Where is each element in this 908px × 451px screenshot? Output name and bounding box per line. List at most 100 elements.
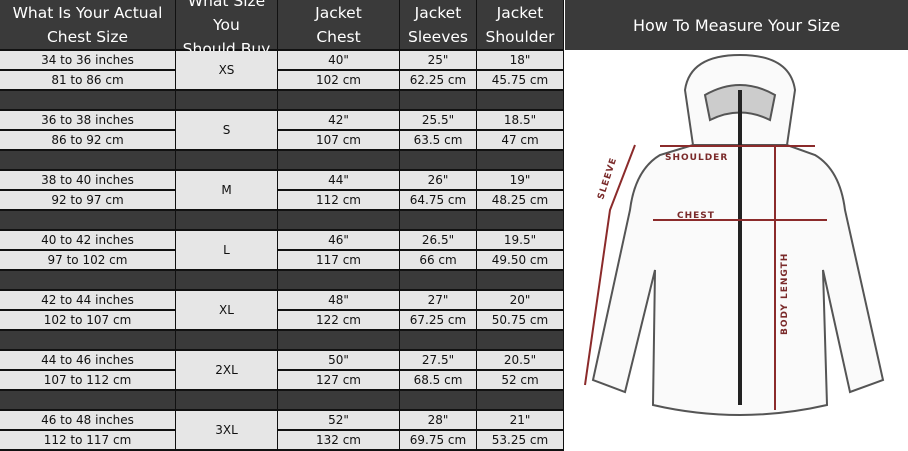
sleeves-in-cell: 26.5" (400, 231, 476, 249)
column-header: Jacket Sleeves (400, 0, 476, 49)
shoulder-cm-cell: 50.75 cm (477, 311, 563, 329)
body-length-label: BODY LENGTH (780, 253, 790, 335)
shoulder-label: SHOULDER (665, 153, 728, 163)
separator-row (0, 151, 175, 169)
shoulder-in-cell: 20.5" (477, 351, 563, 369)
jacket-chest-cm-cell: 102 cm (278, 71, 399, 89)
jacket-chest-cm-cell: 117 cm (278, 251, 399, 269)
separator-row (176, 331, 277, 349)
chest-inches-cell: 42 to 44 inches (0, 291, 175, 309)
sleeves-cm-cell: 62.25 cm (400, 71, 476, 89)
chest-inches-cell: 38 to 40 inches (0, 171, 175, 189)
jacket-chest-in-cell: 48" (278, 291, 399, 309)
jacket-chest-cm-cell: 112 cm (278, 191, 399, 209)
shoulder-cm-cell: 47 cm (477, 131, 563, 149)
measure-lines (584, 144, 827, 410)
jacket-chest-in-cell: 40" (278, 51, 399, 69)
measure-guide-panel: How To Measure Your Size SHOULDER CHEST … (565, 0, 908, 451)
separator-row (477, 391, 563, 409)
size-cell: XL (176, 291, 277, 329)
jacket-chest-in-cell: 44" (278, 171, 399, 189)
chest-inches-cell: 36 to 38 inches (0, 111, 175, 129)
size-cell: M (176, 171, 277, 209)
separator-row (176, 211, 277, 229)
jacket-chest-in-cell: 42" (278, 111, 399, 129)
separator-row (176, 151, 277, 169)
separator-row (278, 151, 399, 169)
sleeves-in-cell: 25" (400, 51, 476, 69)
separator-row (400, 331, 476, 349)
sleeves-cm-cell: 63.5 cm (400, 131, 476, 149)
shoulder-cm-cell: 48.25 cm (477, 191, 563, 209)
separator-row (278, 331, 399, 349)
jacket-illustration: SHOULDER CHEST SLEEVE BODY LENGTH (584, 53, 885, 416)
column-header: What Is Your Actual Chest Size (0, 0, 175, 49)
jacket-chest-in-cell: 46" (278, 231, 399, 249)
shoulder-in-cell: 19.5" (477, 231, 563, 249)
jacket-chest-in-cell: 50" (278, 351, 399, 369)
column-header: Jacket Shoulder (477, 0, 563, 49)
chest-cm-cell: 107 to 112 cm (0, 371, 175, 389)
size-cell: S (176, 111, 277, 149)
separator-row (477, 151, 563, 169)
chest-inches-cell: 40 to 42 inches (0, 231, 175, 249)
separator-row (0, 331, 175, 349)
separator-row (477, 91, 563, 109)
size-cell: 2XL (176, 351, 277, 389)
shoulder-in-cell: 21" (477, 411, 563, 429)
shoulder-in-cell: 20" (477, 291, 563, 309)
chest-cm-cell: 86 to 92 cm (0, 131, 175, 149)
sleeves-cm-cell: 68.5 cm (400, 371, 476, 389)
separator-row (400, 211, 476, 229)
jacket-chest-cm-cell: 132 cm (278, 431, 399, 449)
jacket-chest-cm-cell: 122 cm (278, 311, 399, 329)
chest-cm-cell: 81 to 86 cm (0, 71, 175, 89)
chest-inches-cell: 44 to 46 inches (0, 351, 175, 369)
separator-row (400, 271, 476, 289)
separator-row (278, 211, 399, 229)
shoulder-in-cell: 18.5" (477, 111, 563, 129)
jacket-chest-in-cell: 52" (278, 411, 399, 429)
separator-row (477, 211, 563, 229)
separator-row (477, 331, 563, 349)
sleeves-cm-cell: 67.25 cm (400, 311, 476, 329)
separator-row (477, 271, 563, 289)
separator-row (0, 271, 175, 289)
separator-row (278, 271, 399, 289)
separator-row (0, 91, 175, 109)
sleeves-in-cell: 27.5" (400, 351, 476, 369)
chest-cm-cell: 92 to 97 cm (0, 191, 175, 209)
chest-inches-cell: 34 to 36 inches (0, 51, 175, 69)
chest-cm-cell: 112 to 117 cm (0, 431, 175, 449)
shoulder-in-cell: 19" (477, 171, 563, 189)
size-cell: XS (176, 51, 277, 89)
separator-row (0, 211, 175, 229)
size-chart-table: What Is Your Actual Chest Size What Size … (0, 0, 564, 451)
chest-inches-cell: 46 to 48 inches (0, 411, 175, 429)
separator-row (400, 91, 476, 109)
jacket-chest-cm-cell: 127 cm (278, 371, 399, 389)
chest-cm-cell: 97 to 102 cm (0, 251, 175, 269)
shoulder-cm-cell: 53.25 cm (477, 431, 563, 449)
sleeves-in-cell: 28" (400, 411, 476, 429)
sleeves-in-cell: 25.5" (400, 111, 476, 129)
chest-cm-cell: 102 to 107 cm (0, 311, 175, 329)
separator-row (176, 271, 277, 289)
column-header: What Size You Should Buy (176, 0, 277, 58)
chest-label: CHEST (677, 211, 715, 221)
sleeves-in-cell: 27" (400, 291, 476, 309)
separator-row (400, 151, 476, 169)
sleeves-cm-cell: 66 cm (400, 251, 476, 269)
sleeves-cm-cell: 69.75 cm (400, 431, 476, 449)
shoulder-cm-cell: 45.75 cm (477, 71, 563, 89)
separator-row (278, 91, 399, 109)
column-header: Jacket Chest (278, 0, 399, 49)
shoulder-cm-cell: 52 cm (477, 371, 563, 389)
jacket-chest-cm-cell: 107 cm (278, 131, 399, 149)
separator-row (0, 391, 175, 409)
sleeves-cm-cell: 64.75 cm (400, 191, 476, 209)
sleeves-in-cell: 26" (400, 171, 476, 189)
separator-row (278, 391, 399, 409)
size-cell: L (176, 231, 277, 269)
shoulder-cm-cell: 49.50 cm (477, 251, 563, 269)
